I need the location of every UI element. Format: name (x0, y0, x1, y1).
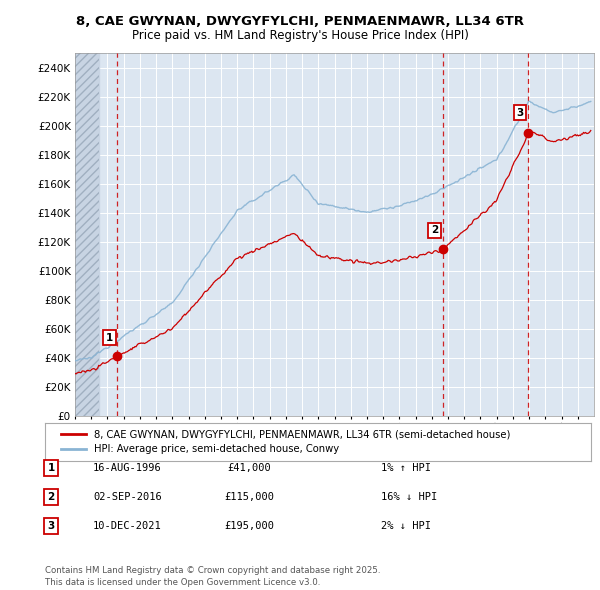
Text: 8, CAE GWYNAN, DWYGYFYLCHI, PENMAENMAWR, LL34 6TR: 8, CAE GWYNAN, DWYGYFYLCHI, PENMAENMAWR,… (76, 15, 524, 28)
Text: 16% ↓ HPI: 16% ↓ HPI (381, 492, 437, 502)
Text: £195,000: £195,000 (224, 521, 274, 530)
Text: 1: 1 (106, 333, 113, 343)
Text: 2% ↓ HPI: 2% ↓ HPI (381, 521, 431, 530)
Text: 1: 1 (47, 463, 55, 473)
Bar (75, 53, 100, 416)
Text: Contains HM Land Registry data © Crown copyright and database right 2025.
This d: Contains HM Land Registry data © Crown c… (45, 566, 380, 587)
Text: 2: 2 (431, 225, 438, 235)
Text: 3: 3 (47, 521, 55, 530)
Text: 02-SEP-2016: 02-SEP-2016 (93, 492, 162, 502)
Legend: 8, CAE GWYNAN, DWYGYFYLCHI, PENMAENMAWR, LL34 6TR (semi-detached house), HPI: Av: 8, CAE GWYNAN, DWYGYFYLCHI, PENMAENMAWR,… (55, 424, 517, 460)
Text: 3: 3 (517, 107, 524, 117)
Text: Price paid vs. HM Land Registry's House Price Index (HPI): Price paid vs. HM Land Registry's House … (131, 30, 469, 42)
Text: 1% ↑ HPI: 1% ↑ HPI (381, 463, 431, 473)
Text: £41,000: £41,000 (227, 463, 271, 473)
Text: 2: 2 (47, 492, 55, 502)
Text: 16-AUG-1996: 16-AUG-1996 (93, 463, 162, 473)
Text: 10-DEC-2021: 10-DEC-2021 (93, 521, 162, 530)
Bar (75, 53, 100, 416)
Text: £115,000: £115,000 (224, 492, 274, 502)
